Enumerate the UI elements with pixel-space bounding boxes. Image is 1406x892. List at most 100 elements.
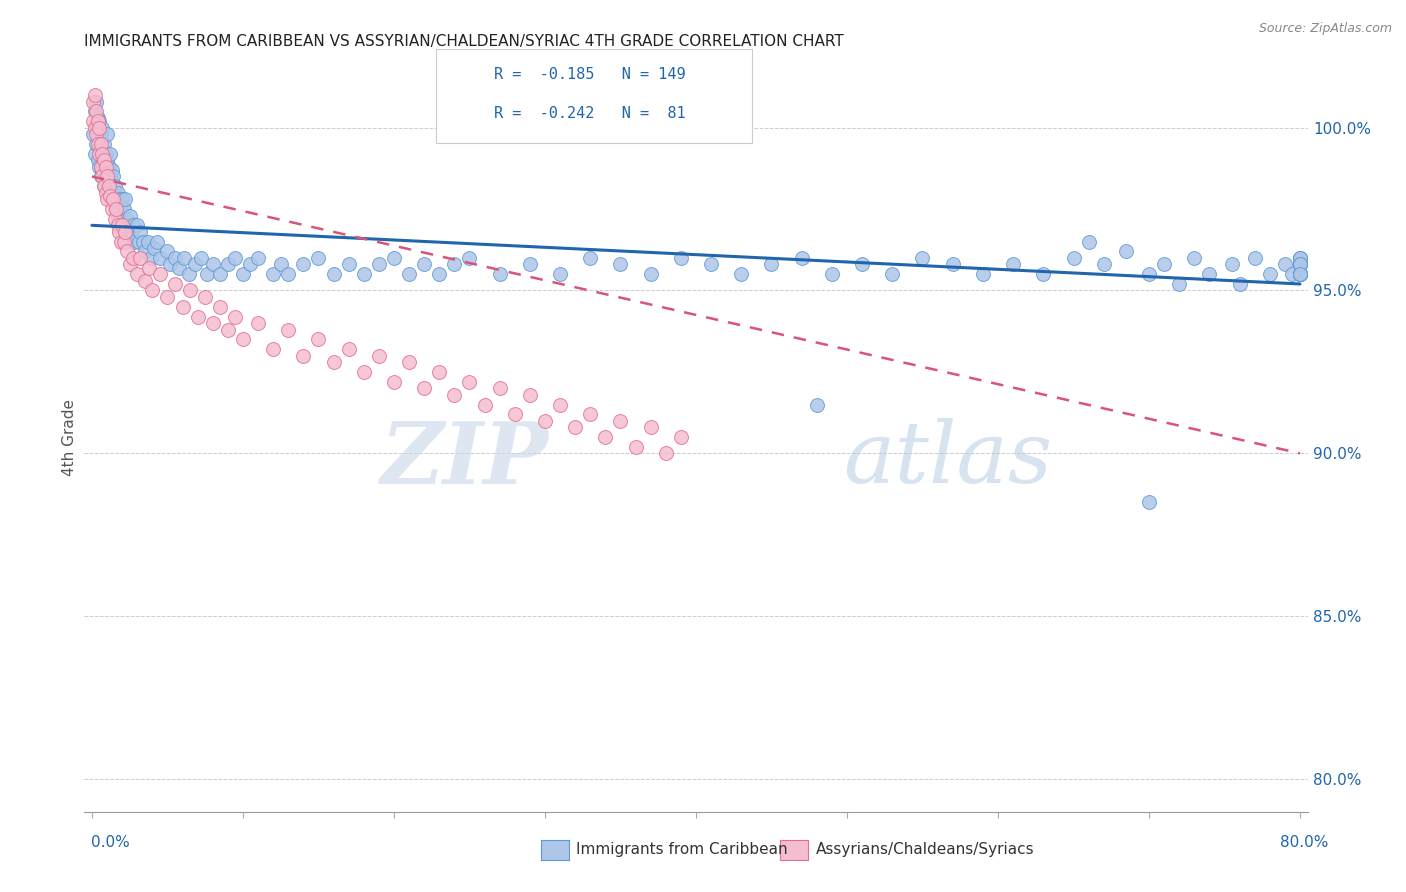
Point <box>1289 267 1312 281</box>
Point <box>93 179 115 194</box>
Point <box>93 156 115 170</box>
Point <box>1289 267 1312 281</box>
Point <box>1220 257 1243 271</box>
Text: 0.0%: 0.0% <box>91 836 131 850</box>
Point <box>972 267 994 281</box>
Point <box>474 397 496 411</box>
Point <box>367 349 389 363</box>
Point <box>89 114 111 128</box>
Point <box>84 104 107 119</box>
Point <box>821 267 844 281</box>
Point <box>1289 251 1312 265</box>
Point <box>82 95 104 109</box>
Point <box>277 267 299 281</box>
Point <box>700 257 723 271</box>
Point <box>761 257 783 271</box>
Point <box>270 257 292 271</box>
Point <box>624 440 647 454</box>
Point <box>98 189 121 203</box>
Point <box>1289 267 1312 281</box>
Point <box>94 169 117 184</box>
Text: R =  -0.185   N = 149: R = -0.185 N = 149 <box>494 68 685 82</box>
Point <box>114 192 136 206</box>
Point <box>669 430 692 444</box>
Point <box>91 144 114 158</box>
Point <box>398 355 420 369</box>
Point <box>413 381 436 395</box>
Point <box>209 300 232 314</box>
Point <box>86 136 108 151</box>
Point <box>86 95 108 109</box>
Point <box>87 136 110 151</box>
Point <box>488 267 510 281</box>
Point <box>579 251 602 265</box>
Point <box>129 251 152 265</box>
Point <box>337 257 360 271</box>
Point <box>655 446 678 460</box>
Point <box>96 127 118 141</box>
Point <box>548 397 571 411</box>
Point <box>247 316 270 330</box>
Point <box>163 251 186 265</box>
Point <box>114 225 136 239</box>
Point <box>84 120 107 135</box>
Point <box>169 260 191 275</box>
Point <box>353 267 375 281</box>
Point <box>91 163 114 178</box>
Point <box>93 136 115 151</box>
Point <box>111 219 134 233</box>
Point <box>730 267 752 281</box>
Point <box>107 219 129 233</box>
Text: IMMIGRANTS FROM CARIBBEAN VS ASSYRIAN/CHALDEAN/SYRIAC 4TH GRADE CORRELATION CHAR: IMMIGRANTS FROM CARIBBEAN VS ASSYRIAN/CH… <box>84 34 844 49</box>
Point <box>224 310 246 324</box>
Point <box>97 182 120 196</box>
Point <box>503 407 526 421</box>
Point <box>110 202 132 216</box>
Point <box>443 388 465 402</box>
Point <box>117 219 139 233</box>
Point <box>209 267 232 281</box>
Point <box>134 244 156 259</box>
Point <box>1289 257 1312 271</box>
Point <box>112 202 135 216</box>
Point <box>1115 244 1137 259</box>
Point <box>322 355 344 369</box>
Point <box>82 114 104 128</box>
Point <box>98 146 121 161</box>
Point <box>194 290 217 304</box>
Point <box>262 342 284 356</box>
Text: Immigrants from Caribbean: Immigrants from Caribbean <box>576 842 789 856</box>
Point <box>149 251 172 265</box>
Point <box>89 120 111 135</box>
Point <box>120 225 142 239</box>
Point <box>609 257 631 271</box>
Point <box>1289 251 1312 265</box>
Point <box>112 235 135 249</box>
Point <box>141 284 163 298</box>
Point <box>93 179 115 194</box>
Point <box>121 251 143 265</box>
Point <box>118 209 141 223</box>
Point <box>307 251 329 265</box>
Point <box>1274 257 1296 271</box>
Point <box>1229 277 1251 291</box>
Point <box>911 251 934 265</box>
Point <box>86 117 108 131</box>
Point <box>187 310 209 324</box>
Point <box>115 244 138 259</box>
Point <box>595 430 617 444</box>
Point <box>156 244 179 259</box>
Point <box>851 257 873 271</box>
Point <box>96 176 118 190</box>
Point <box>101 169 124 184</box>
Point <box>579 407 602 421</box>
Y-axis label: 4th Grade: 4th Grade <box>62 399 77 475</box>
Point <box>201 257 224 271</box>
Point <box>1032 267 1054 281</box>
Point <box>146 235 169 249</box>
Point <box>1092 257 1115 271</box>
Point <box>108 215 131 229</box>
Point <box>129 225 152 239</box>
Point <box>105 202 128 216</box>
Point <box>87 111 110 125</box>
